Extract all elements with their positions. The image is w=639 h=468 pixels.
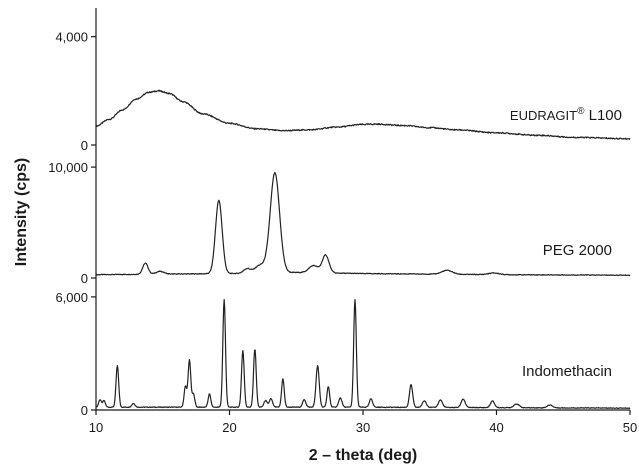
y-tick-label: 0 [81,138,88,153]
series-panel-2: 0 6,000 Indomethacin [55,290,631,418]
series-trace [95,89,631,140]
y-tick-label: 10,000 [48,160,88,175]
x-tick-label: 20 [222,420,236,435]
x-ticks-group: 10 20 30 40 50 [89,410,637,435]
y-tick-label: 6,000 [55,290,88,305]
x-tick-label: 30 [356,420,370,435]
series-panel-1: 0 10,000 PEG 2000 [48,160,631,286]
y-tick-label: 0 [81,271,88,286]
series-label: PEG 2000 [543,242,612,259]
panels-group: 0 4,000 EUDRAGIT® L100 0 10,000 PEG 2000 0 6,00… [48,30,631,418]
series-trace [95,298,631,410]
x-tick-label: 40 [489,420,503,435]
axes-group [95,8,630,411]
y-axis-title: Intensity (cps) [13,158,30,266]
x-tick-label: 50 [623,420,637,435]
series-label: EUDRAGIT® L100 [510,106,622,124]
series-trace [95,171,631,277]
x-axis-title: 2 – theta (deg) [309,447,417,464]
series-panel-0: 0 4,000 EUDRAGIT® L100 [55,30,631,153]
y-tick-label: 0 [81,403,88,418]
series-label: Indomethacin [522,363,612,380]
y-tick-label: 4,000 [55,30,88,45]
x-tick-label: 10 [89,420,103,435]
